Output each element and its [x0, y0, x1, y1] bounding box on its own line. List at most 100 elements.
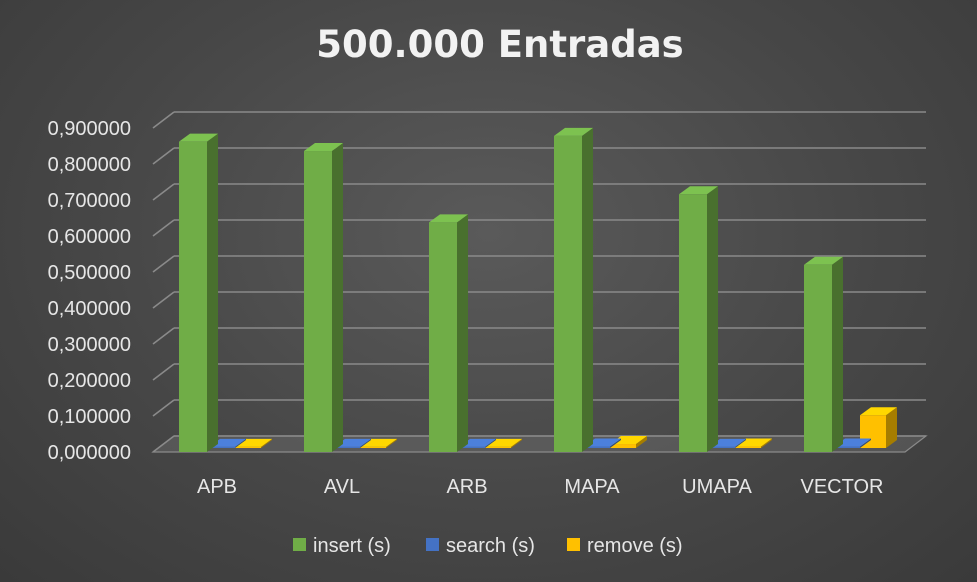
bar-side [457, 214, 468, 452]
y-tick-label: 0,100000 [48, 406, 131, 428]
y-tick-label: 0,900000 [48, 118, 131, 140]
y-tick-label: 0,200000 [48, 370, 131, 392]
bar-top [304, 143, 343, 152]
legend-entry: search (s) [446, 535, 535, 557]
bar-front [735, 446, 761, 448]
bar-insert-vector [804, 256, 843, 452]
bar-side [832, 256, 843, 452]
bar-side [261, 438, 272, 448]
bar-insert-mapa [554, 127, 593, 453]
chart-title: 500.000 Entradas [316, 23, 683, 66]
y-tick-label: 0,300000 [48, 334, 131, 356]
bar-remove-vector [860, 407, 897, 448]
bar-top [804, 256, 843, 265]
bar-front [709, 446, 735, 448]
legend: insert (s) search (s) remove (s) [293, 535, 683, 557]
bar-search-arb [459, 438, 496, 448]
bar-front [679, 194, 707, 453]
bar-top [584, 438, 621, 447]
gridline [152, 219, 175, 237]
bar-top [554, 127, 593, 136]
y-axis: 0,000000 0,100000 0,200000 0,300000 0,400000… [48, 118, 131, 464]
bar-side [332, 143, 343, 453]
bar-front [360, 446, 386, 448]
x-tick-label: UMAPA [682, 476, 752, 498]
bar-side [636, 436, 647, 448]
bars [179, 127, 897, 453]
bar-front [459, 446, 485, 448]
bar-side [511, 438, 522, 448]
bar-front [304, 151, 332, 453]
legend-swatch [293, 538, 306, 551]
bar-top [679, 186, 718, 195]
bar-top [860, 407, 897, 416]
bar-front [179, 141, 207, 452]
bar-insert-apb [179, 133, 218, 452]
bar-top [834, 438, 871, 447]
bar-front [334, 446, 360, 448]
y-tick-label: 0,500000 [48, 262, 131, 284]
bar-front [554, 135, 582, 453]
y-tick-label: 0,600000 [48, 226, 131, 248]
y-tick-label: 0,400000 [48, 298, 131, 320]
x-tick-label: VECTOR [801, 476, 884, 498]
bar-side [485, 438, 496, 448]
bar-side [360, 438, 371, 448]
bar-front [834, 446, 860, 448]
bar-top [179, 133, 218, 142]
legend-swatch [567, 538, 580, 551]
bar-top [209, 438, 246, 447]
bar-side [886, 407, 897, 448]
bar-search-vector [834, 438, 871, 448]
bar-front [235, 446, 261, 448]
x-tick-label: AVL [324, 476, 360, 498]
gridline [152, 183, 175, 201]
y-tick-label: 0,000000 [48, 442, 131, 464]
bar-insert-umapa [679, 186, 718, 453]
bar-side [235, 438, 246, 448]
gridline [152, 111, 175, 129]
bar-front [804, 264, 832, 452]
bar-front [485, 446, 511, 448]
legend-swatch [426, 538, 439, 551]
bar-search-umapa [709, 438, 746, 448]
bar-insert-avl [304, 143, 343, 453]
bar-side [707, 186, 718, 453]
y-tick-label: 0,800000 [48, 154, 131, 176]
y-tick-label: 0,700000 [48, 190, 131, 212]
gridline [152, 363, 175, 381]
bar-side [207, 133, 218, 452]
bar-top [709, 438, 746, 447]
bar-top [459, 438, 496, 447]
x-axis: APB AVL ARB MAPA UMAPA VECTOR [197, 476, 884, 498]
bar-side [860, 438, 871, 448]
x-tick-label: MAPA [564, 476, 620, 498]
bar-side [610, 438, 621, 448]
bar-side [735, 438, 746, 448]
bar-search-apb [209, 438, 246, 448]
gridline [152, 147, 175, 165]
x-tick-label: ARB [446, 476, 487, 498]
gridline [152, 291, 175, 309]
x-tick-label: APB [197, 476, 237, 498]
bar-front [584, 446, 610, 448]
legend-entry: remove (s) [587, 535, 683, 557]
gridline [152, 255, 175, 273]
bar-side [761, 438, 772, 448]
bar-front [610, 444, 636, 448]
bar-search-avl [334, 438, 371, 448]
gridline [152, 399, 175, 417]
bar-top [334, 438, 371, 447]
bar-insert-arb [429, 214, 468, 452]
bar-top [610, 436, 647, 445]
bar-top [429, 214, 468, 223]
bar-search-mapa [584, 438, 621, 448]
legend-entry: insert (s) [313, 535, 391, 557]
bar-front [209, 446, 235, 448]
bar-side [582, 127, 593, 453]
gridline [152, 327, 175, 345]
bar-side [386, 438, 397, 448]
bar-front [429, 222, 457, 452]
bar-remove-mapa [610, 436, 647, 448]
